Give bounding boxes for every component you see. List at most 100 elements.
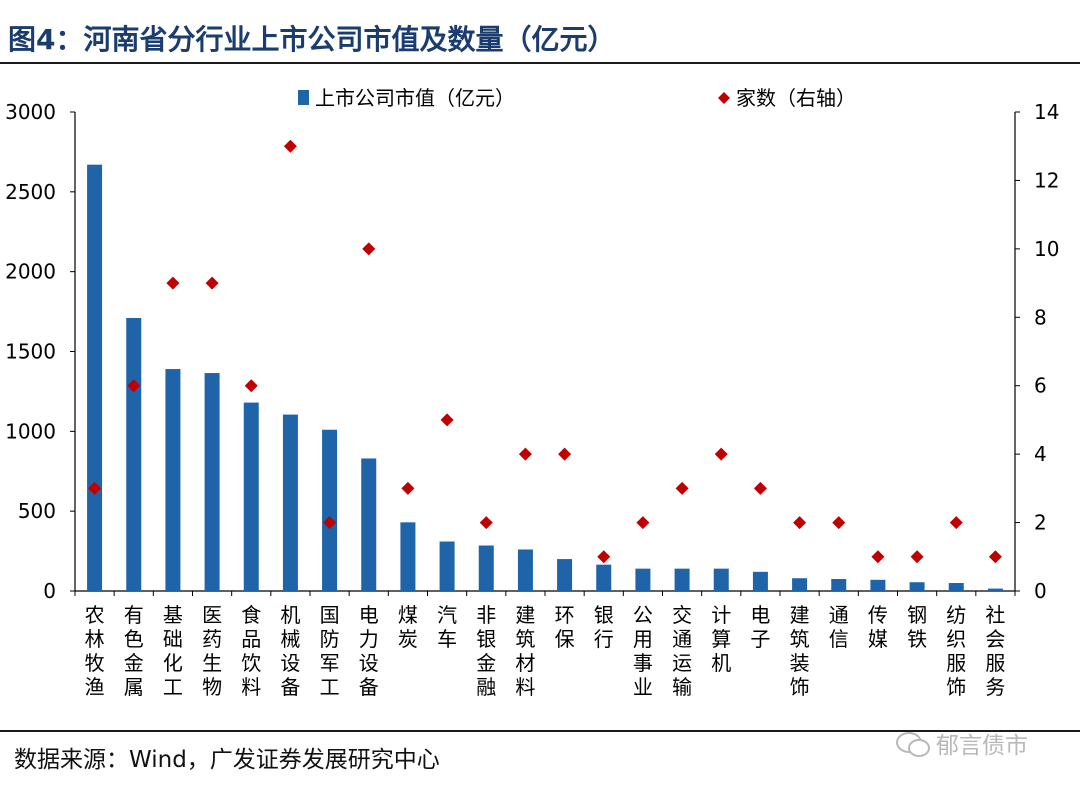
count-marker xyxy=(793,516,807,530)
category-label-char: 信 xyxy=(829,627,849,651)
category-label-char: 础 xyxy=(163,627,183,651)
right-tick-label: 10 xyxy=(1034,237,1059,261)
category-label-char: 设 xyxy=(359,651,379,675)
source-note: 数据来源：Wind，广发证券发展研究中心 xyxy=(14,747,440,773)
category-label-char: 子 xyxy=(750,627,770,651)
count-marker xyxy=(675,481,689,495)
count-marker xyxy=(283,139,297,153)
count-marker xyxy=(323,516,337,530)
category-label-char: 基 xyxy=(163,603,183,627)
right-tick-label: 2 xyxy=(1034,511,1047,535)
category-label-char: 电 xyxy=(359,603,379,627)
bar xyxy=(596,564,612,591)
category-label-char: 机 xyxy=(280,603,300,627)
bar xyxy=(478,545,494,591)
category-label-char: 输 xyxy=(672,675,692,699)
bar xyxy=(282,414,298,591)
bar xyxy=(517,549,533,591)
category-label-char: 备 xyxy=(359,675,379,699)
category-label-char: 务 xyxy=(985,675,1005,699)
category-label-char: 料 xyxy=(515,675,535,699)
count-marker xyxy=(362,242,376,256)
category-label-char: 通 xyxy=(672,627,692,651)
right-tick-label: 0 xyxy=(1034,579,1047,603)
category-label-char: 织 xyxy=(946,627,966,651)
category-label-char: 农 xyxy=(85,603,105,627)
bottom-rule xyxy=(0,730,1080,732)
category-label-char: 饰 xyxy=(790,675,810,699)
count-marker xyxy=(636,516,650,530)
category-label-char: 建 xyxy=(790,603,810,627)
category-label-char: 筑 xyxy=(790,627,810,651)
bar xyxy=(204,373,220,591)
legend-marker-swatch xyxy=(718,92,730,104)
category-label-char: 服 xyxy=(946,651,966,675)
category-label-char: 传 xyxy=(868,603,888,627)
category-label-char: 融 xyxy=(476,675,496,699)
category-label-char: 装 xyxy=(790,651,810,675)
category-label-char: 非 xyxy=(476,603,496,627)
category-label-char: 会 xyxy=(985,627,1005,651)
category-label-char: 建 xyxy=(515,603,535,627)
count-marker xyxy=(205,276,219,290)
bar xyxy=(400,522,416,591)
category-label-char: 计 xyxy=(711,603,731,627)
bar xyxy=(713,568,729,591)
bar xyxy=(674,568,690,591)
category-label-char: 色 xyxy=(124,627,144,651)
category-label-char: 钢 xyxy=(907,603,927,627)
count-marker xyxy=(988,550,1002,564)
bar xyxy=(322,429,338,591)
count-marker xyxy=(166,276,180,290)
category-label-char: 牧 xyxy=(85,651,105,675)
category-label-char: 生 xyxy=(202,651,222,675)
category-label-char: 金 xyxy=(476,651,496,675)
count-marker xyxy=(88,481,102,495)
left-tick-label: 2500 xyxy=(5,180,56,204)
category-label-char: 运 xyxy=(672,651,692,675)
category-label-char: 银 xyxy=(476,627,496,651)
bar xyxy=(948,583,964,591)
category-label-char: 银 xyxy=(594,603,614,627)
count-marker xyxy=(440,413,454,427)
watermark-text: 郁言债市 xyxy=(936,733,1028,759)
category-label-char: 汽 xyxy=(437,603,457,627)
category-label-char: 饰 xyxy=(946,675,966,699)
left-tick-label: 1500 xyxy=(5,340,56,364)
count-marker xyxy=(753,481,767,495)
category-label-char: 饮 xyxy=(241,651,261,675)
count-marker xyxy=(597,550,611,564)
category-label-char: 保 xyxy=(555,627,575,651)
bar xyxy=(243,402,259,591)
left-tick-label: 3000 xyxy=(5,100,56,124)
watermark: 郁言债市 xyxy=(896,726,1028,760)
category-label-char: 防 xyxy=(320,627,340,651)
count-marker xyxy=(244,379,258,393)
category-label-char: 铁 xyxy=(907,627,927,651)
bar xyxy=(126,317,142,591)
count-marker xyxy=(401,481,415,495)
category-label-char: 车 xyxy=(437,627,457,651)
category-label-char: 化 xyxy=(163,651,183,675)
bar xyxy=(635,568,651,591)
legend-bar-label: 上市公司市值（亿元） xyxy=(315,86,515,110)
category-label-char: 工 xyxy=(163,675,183,699)
bar xyxy=(557,559,573,591)
category-label-char: 社 xyxy=(985,603,1005,627)
category-label-char: 设 xyxy=(280,651,300,675)
category-label-char: 交 xyxy=(672,603,692,627)
category-label-char: 算 xyxy=(711,627,731,651)
left-tick-label: 1000 xyxy=(5,419,56,443)
category-label-char: 事 xyxy=(633,651,653,675)
category-label-char: 材 xyxy=(515,651,535,675)
category-label-char: 通 xyxy=(829,603,849,627)
bar xyxy=(361,458,377,591)
count-marker xyxy=(949,516,963,530)
wechat-icon xyxy=(896,730,930,757)
category-label-char: 国 xyxy=(320,603,340,627)
category-label-char: 煤 xyxy=(398,603,418,627)
category-label-char: 业 xyxy=(633,675,653,699)
category-label-char: 林 xyxy=(85,627,105,651)
category-label-char: 品 xyxy=(241,627,261,651)
